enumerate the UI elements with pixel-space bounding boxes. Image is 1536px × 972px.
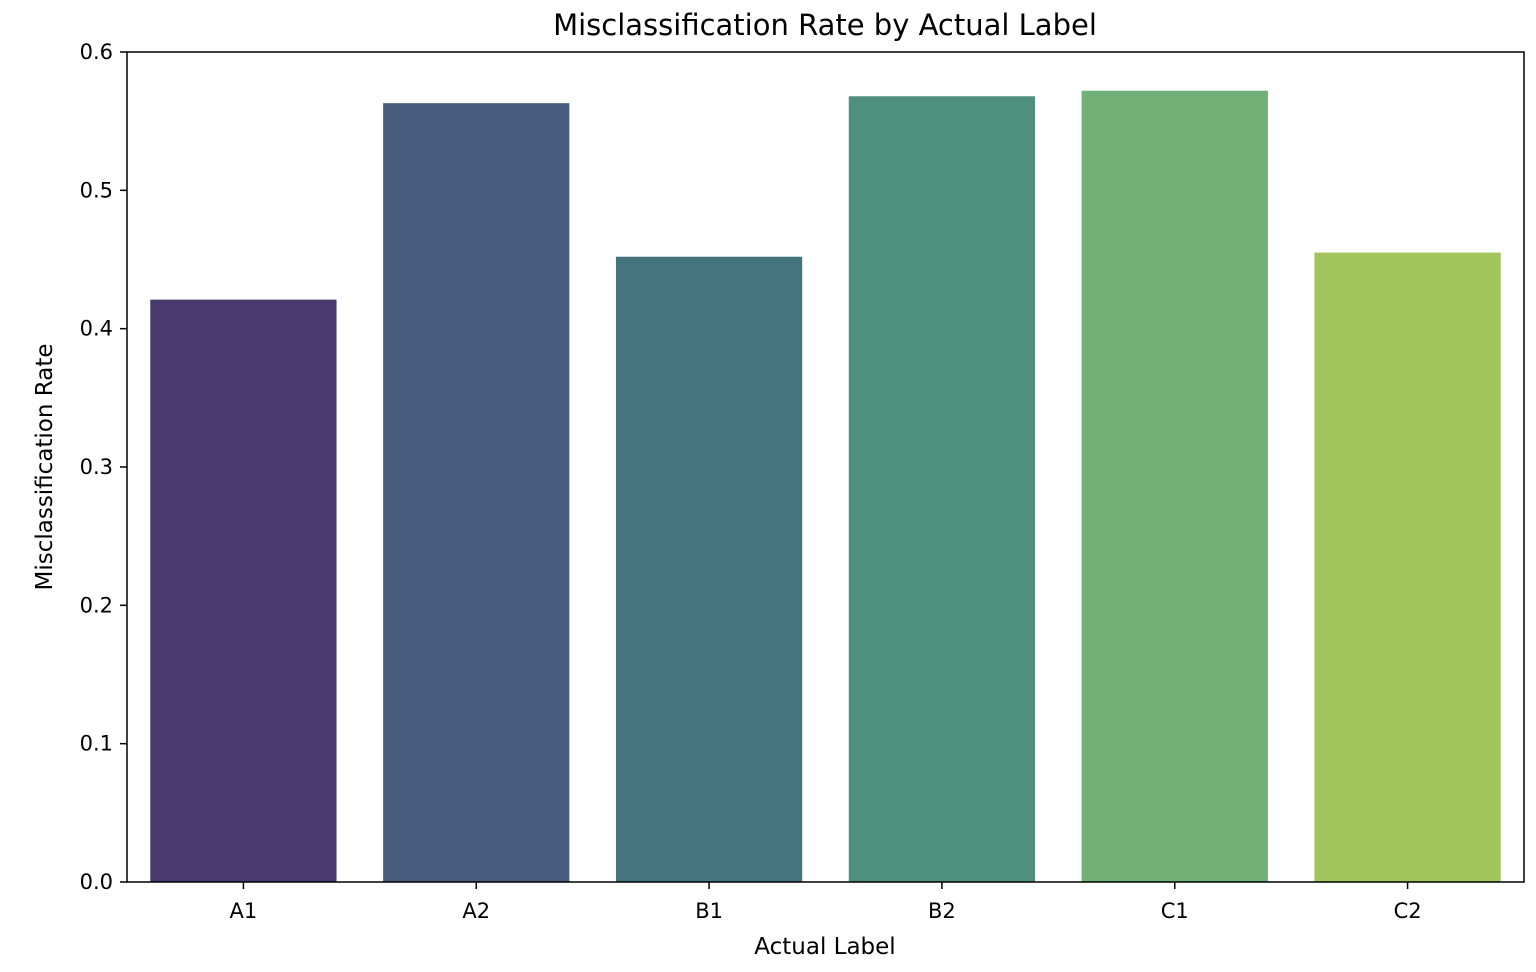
y-axis-label: Misclassification Rate: [32, 343, 58, 590]
y-tick-label: 0.6: [80, 40, 113, 64]
x-tick-label: B1: [695, 899, 723, 923]
y-axis-ticks: 0.0 0.1 0.2 0.3 0.4 0.5 0.6: [80, 40, 127, 894]
x-tick-label: C2: [1394, 899, 1422, 923]
x-tick-label: C1: [1161, 899, 1189, 923]
chart-title: Misclassification Rate by Actual Label: [553, 8, 1097, 42]
x-tick-label: B2: [928, 899, 956, 923]
y-tick-label: 0.3: [80, 455, 113, 479]
x-axis-label: Actual Label: [754, 934, 895, 960]
y-tick-label: 0.4: [80, 317, 113, 341]
y-tick-label: 0.0: [80, 870, 113, 894]
bar-b2: [848, 96, 1036, 882]
y-tick-label: 0.5: [80, 178, 113, 202]
bar-a2: [383, 103, 570, 883]
bar-c2: [1314, 252, 1501, 882]
y-tick-label: 0.1: [80, 732, 113, 756]
x-tick-label: A1: [230, 899, 258, 923]
bars-layer: [150, 90, 1501, 883]
bar-c1: [1081, 90, 1268, 883]
bar-a1: [150, 299, 337, 882]
x-axis-ticks: A1 A2 B1 B2 C1 C2: [230, 882, 1422, 923]
bar-b1: [615, 256, 803, 883]
x-tick-label: A2: [462, 899, 490, 923]
y-tick-label: 0.2: [80, 593, 113, 617]
